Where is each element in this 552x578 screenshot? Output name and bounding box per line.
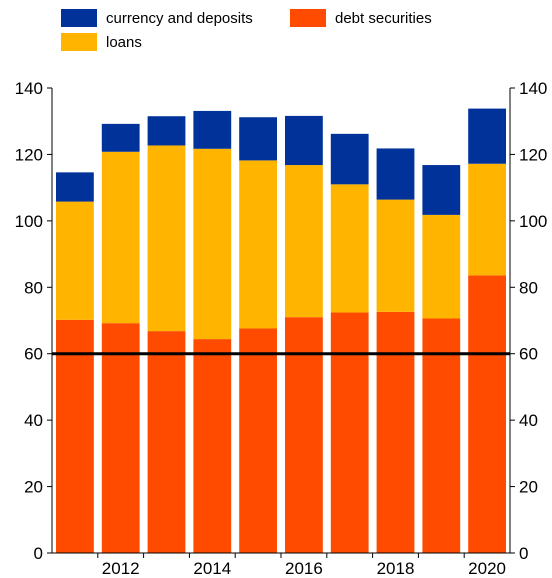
legend-label-loans: loans (106, 34, 142, 51)
bar-loans-2012 (101, 151, 140, 324)
bar-debt-securities-2020 (468, 275, 506, 553)
bar-debt-securities-2017 (330, 312, 369, 553)
bar-currency-and-deposits-2017 (330, 133, 369, 185)
y-tick-label-right-100: 100 (519, 212, 547, 231)
bar-debt-securities-2013 (147, 331, 186, 553)
bar-loans-2018 (376, 199, 415, 312)
bar-debt-securities-2012 (101, 323, 140, 553)
bar-debt-securities-2019 (422, 318, 461, 553)
bar-currency-and-deposits-2016 (285, 115, 323, 166)
y-tick-label-left-100: 100 (15, 212, 43, 231)
bar-loans-2015 (239, 160, 277, 329)
bar-currency-and-deposits-2018 (376, 148, 415, 200)
legend-label-currency-and-deposits: currency and deposits (106, 10, 253, 27)
bar-currency-and-deposits-2011 (56, 172, 94, 202)
y-tick-label-left-80: 80 (24, 278, 43, 297)
y-tick-label-right-0: 0 (519, 544, 528, 563)
bar-loans-2020 (468, 163, 506, 276)
y-tick-label-right-60: 60 (519, 345, 538, 364)
y-tick-label-left-140: 140 (15, 79, 43, 98)
y-tick-label-right-140: 140 (519, 79, 547, 98)
x-tick-label-2014: 2014 (193, 559, 231, 578)
y-tick-label-left-120: 120 (15, 145, 43, 164)
bar-debt-securities-2011 (56, 319, 94, 553)
y-tick-label-right-80: 80 (519, 278, 538, 297)
bar-currency-and-deposits-2019 (422, 165, 461, 215)
x-tick-label-2018: 2018 (377, 559, 415, 578)
bar-currency-and-deposits-2020 (468, 108, 506, 164)
legend-swatch-currency-and-deposits (61, 9, 97, 27)
y-tick-label-left-20: 20 (24, 478, 43, 497)
x-tick-label-2016: 2016 (285, 559, 323, 578)
bars (56, 108, 506, 553)
bar-debt-securities-2015 (239, 328, 277, 553)
legend-swatch-debt-securities (290, 9, 326, 27)
y-tick-label-right-120: 120 (519, 145, 547, 164)
bar-loans-2014 (193, 148, 232, 340)
legend: currency and deposits debt securities loan… (61, 9, 432, 51)
bar-loans-2016 (285, 165, 323, 318)
bar-currency-and-deposits-2012 (101, 123, 140, 152)
y-tick-label-right-40: 40 (519, 411, 538, 430)
bar-loans-2019 (422, 214, 461, 319)
y-tick-label-left-0: 0 (34, 544, 43, 563)
bar-currency-and-deposits-2014 (193, 110, 232, 149)
bar-currency-and-deposits-2015 (239, 117, 277, 161)
x-tick-label-2020: 2020 (468, 559, 506, 578)
bar-loans-2017 (330, 184, 369, 313)
bar-loans-2011 (56, 201, 94, 320)
y-tick-label-right-20: 20 (519, 478, 538, 497)
bar-loans-2013 (147, 145, 186, 332)
bar-currency-and-deposits-2013 (147, 116, 186, 146)
bar-debt-securities-2014 (193, 339, 232, 553)
y-tick-label-left-40: 40 (24, 411, 43, 430)
y-tick-label-left-60: 60 (24, 345, 43, 364)
bar-debt-securities-2018 (376, 311, 415, 553)
legend-swatch-loans (61, 33, 97, 51)
legend-label-debt-securities: debt securities (335, 10, 432, 27)
bar-debt-securities-2016 (285, 317, 323, 553)
x-tick-label-2012: 2012 (102, 559, 140, 578)
